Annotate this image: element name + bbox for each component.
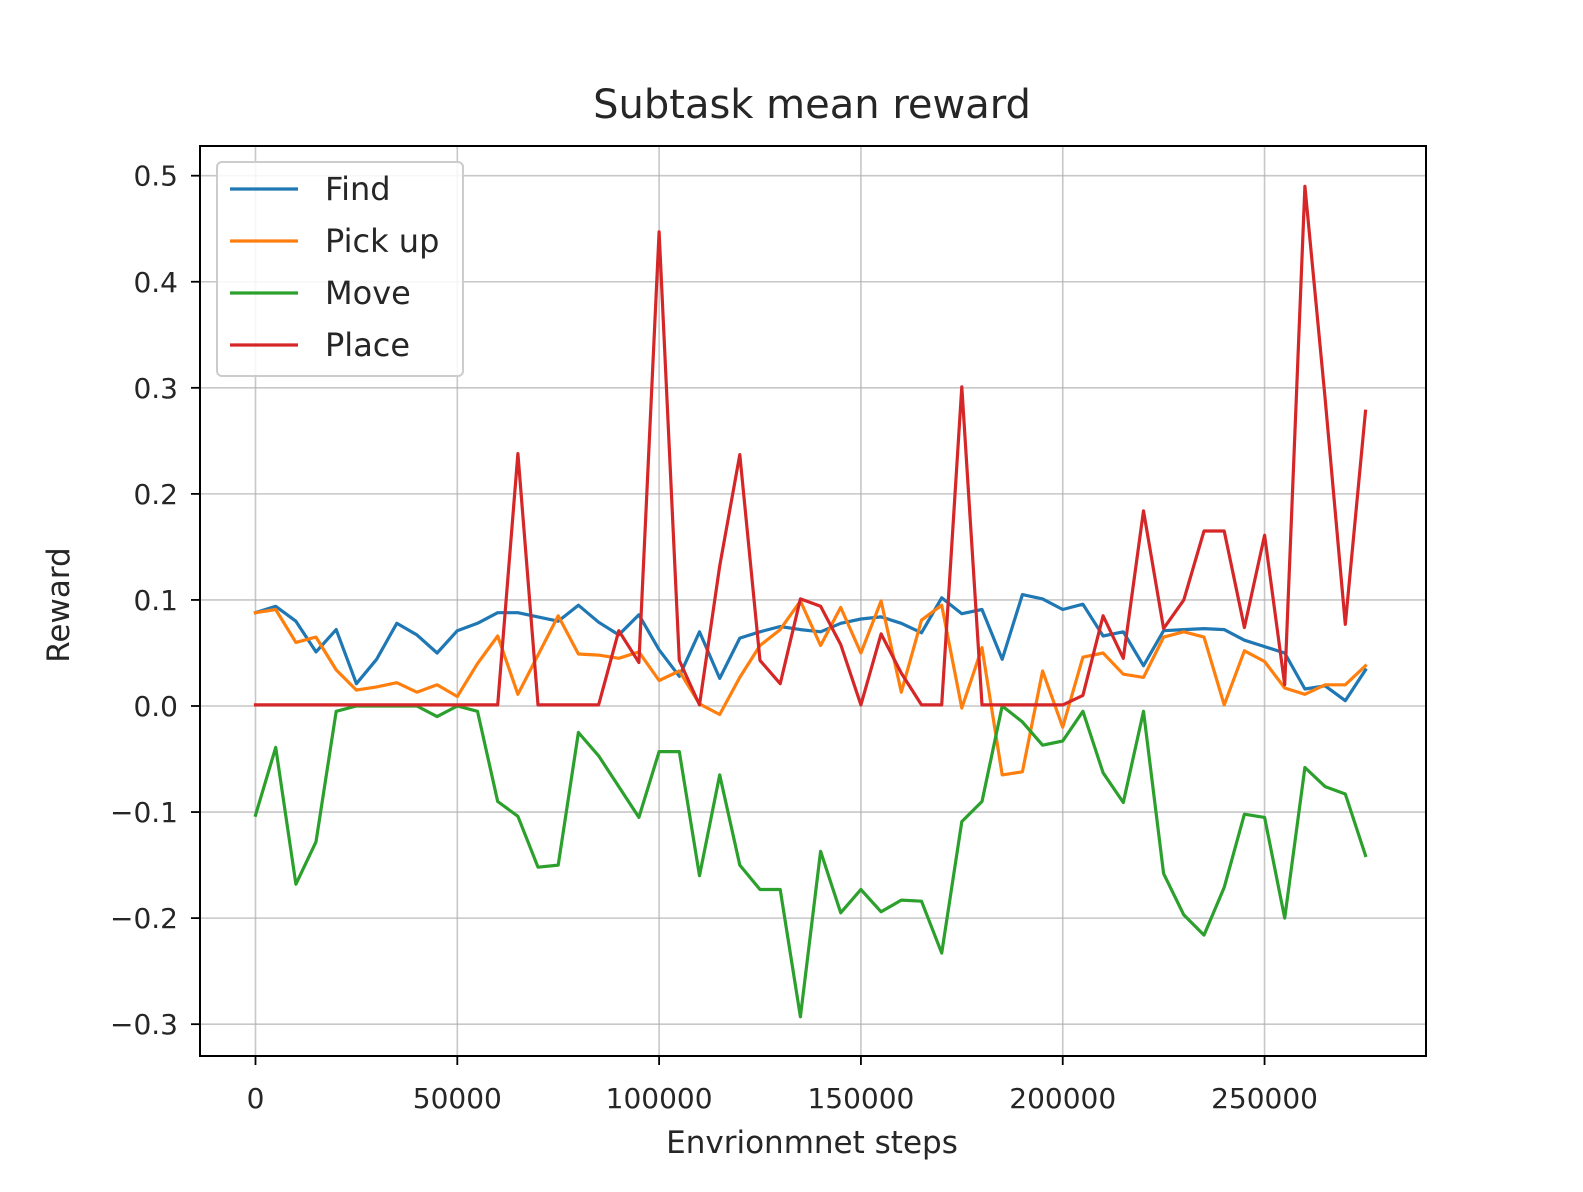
x-tick-label-1: 50000 — [413, 1082, 502, 1115]
y-axis-label: Reward — [41, 547, 77, 662]
legend-label-move: Move — [325, 274, 411, 312]
series-line-find — [253, 592, 1368, 703]
y-tick-label-6: 0.3 — [133, 372, 178, 405]
y-tick-label-3: 0.0 — [133, 690, 178, 723]
x-tick-label-5: 250000 — [1211, 1082, 1318, 1115]
legend: Find Pick up Move Place — [216, 161, 464, 377]
y-axis-ticks: −0.3 −0.2 −0.1 0.0 0.1 0.2 0.3 0.4 0.5 — [110, 160, 200, 1041]
series-line-place — [253, 184, 1368, 707]
y-tick-label-0: −0.3 — [110, 1008, 178, 1041]
legend-label-find: Find — [325, 170, 391, 208]
x-axis-ticks: 0 50000 100000 150000 200000 250000 — [247, 1056, 1318, 1115]
grid-lines — [200, 146, 1426, 1056]
legend-box — [216, 161, 464, 377]
legend-label-pick-up: Pick up — [325, 222, 439, 260]
x-tick-label-3: 150000 — [807, 1082, 914, 1115]
y-tick-label-1: −0.2 — [110, 902, 178, 935]
series-lines — [253, 184, 1368, 1019]
legend-label-place: Place — [325, 326, 410, 364]
x-tick-label-2: 100000 — [606, 1082, 713, 1115]
plot-frame — [199, 145, 1427, 1057]
series-line-move — [253, 704, 1368, 1019]
y-tick-label-7: 0.4 — [133, 266, 178, 299]
y-tick-label-2: −0.1 — [110, 796, 178, 829]
x-tick-label-0: 0 — [247, 1082, 265, 1115]
x-tick-label-4: 200000 — [1009, 1082, 1116, 1115]
y-tick-label-8: 0.5 — [133, 160, 178, 193]
series-line-pick-up — [253, 599, 1368, 777]
y-tick-label-4: 0.1 — [133, 584, 178, 617]
x-axis-label: Envrionmnet steps — [666, 1125, 958, 1161]
chart-title: Subtask mean reward — [593, 82, 1031, 128]
y-tick-label-5: 0.2 — [133, 478, 178, 511]
